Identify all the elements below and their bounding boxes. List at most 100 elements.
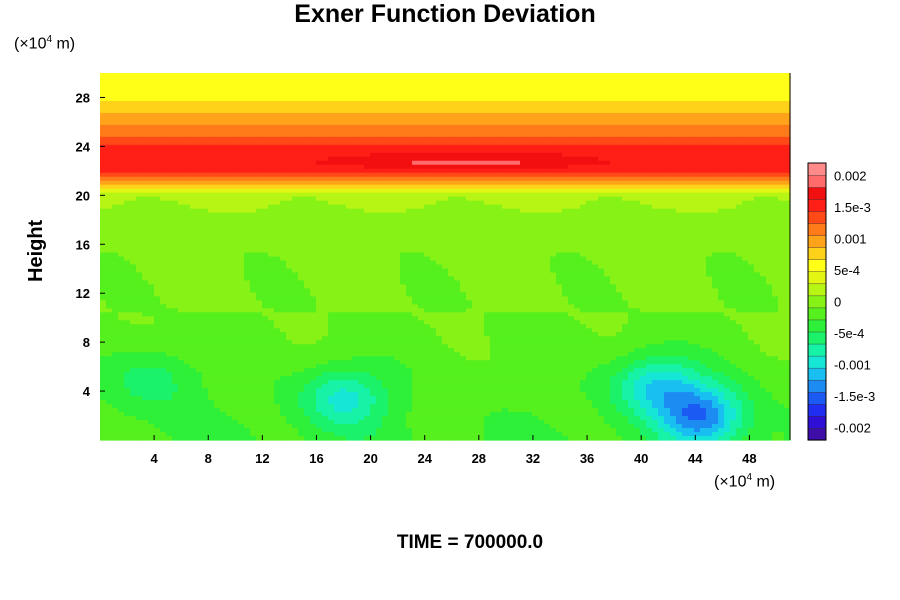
contour-cell bbox=[490, 184, 497, 190]
contour-cell bbox=[166, 224, 173, 230]
contour-cell bbox=[316, 236, 323, 242]
contour-cell bbox=[370, 180, 377, 186]
contour-cell bbox=[568, 124, 575, 130]
contour-cell bbox=[742, 140, 749, 146]
contour-cell bbox=[334, 228, 341, 234]
contour-cell bbox=[736, 80, 743, 86]
contour-cell bbox=[166, 196, 173, 202]
contour-cell bbox=[784, 220, 791, 226]
contour-cell bbox=[364, 212, 371, 218]
contour-cell bbox=[376, 216, 383, 222]
contour-cell bbox=[412, 144, 419, 150]
contour-cell bbox=[484, 232, 491, 238]
contour-cell bbox=[520, 128, 527, 134]
contour-cell bbox=[448, 112, 455, 118]
contour-cell bbox=[652, 184, 659, 190]
contour-cell bbox=[214, 208, 221, 214]
contour-cell bbox=[100, 240, 107, 246]
contour-cell bbox=[568, 132, 575, 138]
contour-cell bbox=[700, 152, 707, 158]
contour-cell bbox=[394, 116, 401, 122]
contour-cell bbox=[322, 136, 329, 142]
contour-cell bbox=[658, 204, 665, 210]
contour-cell bbox=[106, 100, 113, 106]
contour-cell bbox=[688, 80, 695, 86]
contour-cell bbox=[232, 224, 239, 230]
contour-cell bbox=[148, 200, 155, 206]
contour-cell bbox=[754, 148, 761, 154]
contour-cell bbox=[496, 188, 503, 194]
contour-cell bbox=[262, 224, 269, 230]
contour-cell bbox=[586, 220, 593, 226]
contour-cell bbox=[508, 164, 515, 170]
contour-cell bbox=[172, 204, 179, 210]
contour-cell bbox=[298, 88, 305, 94]
contour-cell bbox=[712, 188, 719, 194]
contour-cell bbox=[316, 168, 323, 174]
contour-cell bbox=[178, 204, 185, 210]
contour-cell bbox=[226, 140, 233, 146]
contour-cell bbox=[532, 172, 539, 178]
contour-cell bbox=[400, 212, 407, 218]
contour-cell bbox=[472, 192, 479, 198]
contour-cell bbox=[346, 232, 353, 238]
contour-cell bbox=[688, 168, 695, 174]
contour-cell bbox=[700, 180, 707, 186]
contour-cell bbox=[520, 164, 527, 170]
contour-cell bbox=[352, 164, 359, 170]
contour-cell bbox=[490, 224, 497, 230]
contour-cell bbox=[190, 73, 197, 78]
contour-cell bbox=[436, 200, 443, 206]
contour-cell bbox=[196, 140, 203, 146]
contour-cell bbox=[604, 200, 611, 206]
contour-cell bbox=[730, 124, 737, 130]
contour-cell bbox=[490, 176, 497, 182]
contour-cell bbox=[556, 148, 563, 154]
contour-cell bbox=[232, 136, 239, 142]
contour-cell bbox=[214, 244, 221, 250]
contour-cell bbox=[484, 116, 491, 122]
contour-cell bbox=[688, 88, 695, 94]
contour-cell bbox=[700, 108, 707, 114]
contour-cell bbox=[142, 132, 149, 138]
contour-cell bbox=[274, 244, 281, 250]
contour-cell bbox=[646, 84, 653, 90]
contour-cell bbox=[340, 244, 347, 250]
contour-cell bbox=[364, 228, 371, 234]
contour-cell bbox=[448, 148, 455, 154]
contour-cell bbox=[262, 108, 269, 114]
contour-cell bbox=[346, 132, 353, 138]
contour-cell bbox=[238, 92, 245, 98]
contour-cell bbox=[628, 152, 635, 158]
contour-cell bbox=[706, 180, 713, 186]
contour-cell bbox=[220, 120, 227, 126]
contour-cell bbox=[448, 73, 455, 78]
contour-cell bbox=[316, 144, 323, 150]
contour-cell bbox=[406, 96, 413, 102]
contour-cell bbox=[622, 212, 629, 218]
contour-cell bbox=[484, 76, 491, 82]
contour-cell bbox=[280, 136, 287, 142]
contour-cell bbox=[754, 204, 761, 210]
contour-cell bbox=[196, 160, 203, 166]
contour-cell bbox=[784, 228, 791, 234]
contour-cell bbox=[124, 120, 131, 126]
contour-cell bbox=[454, 104, 461, 110]
contour-cell bbox=[718, 144, 725, 150]
contour-cell bbox=[694, 136, 701, 142]
contour-cell bbox=[130, 224, 137, 230]
contour-cell bbox=[574, 136, 581, 142]
contour-cell bbox=[562, 156, 569, 162]
contour-cell bbox=[706, 148, 713, 154]
contour-cell bbox=[112, 212, 119, 218]
contour-cell bbox=[538, 216, 545, 222]
contour-cell bbox=[598, 172, 605, 178]
contour-cell bbox=[418, 184, 425, 190]
contour-cell bbox=[190, 212, 197, 218]
contour-cell bbox=[334, 208, 341, 214]
contour-cell bbox=[472, 176, 479, 182]
contour-cell bbox=[634, 196, 641, 202]
contour-cell bbox=[364, 80, 371, 86]
contour-cell bbox=[718, 180, 725, 186]
contour-cell bbox=[676, 236, 683, 242]
